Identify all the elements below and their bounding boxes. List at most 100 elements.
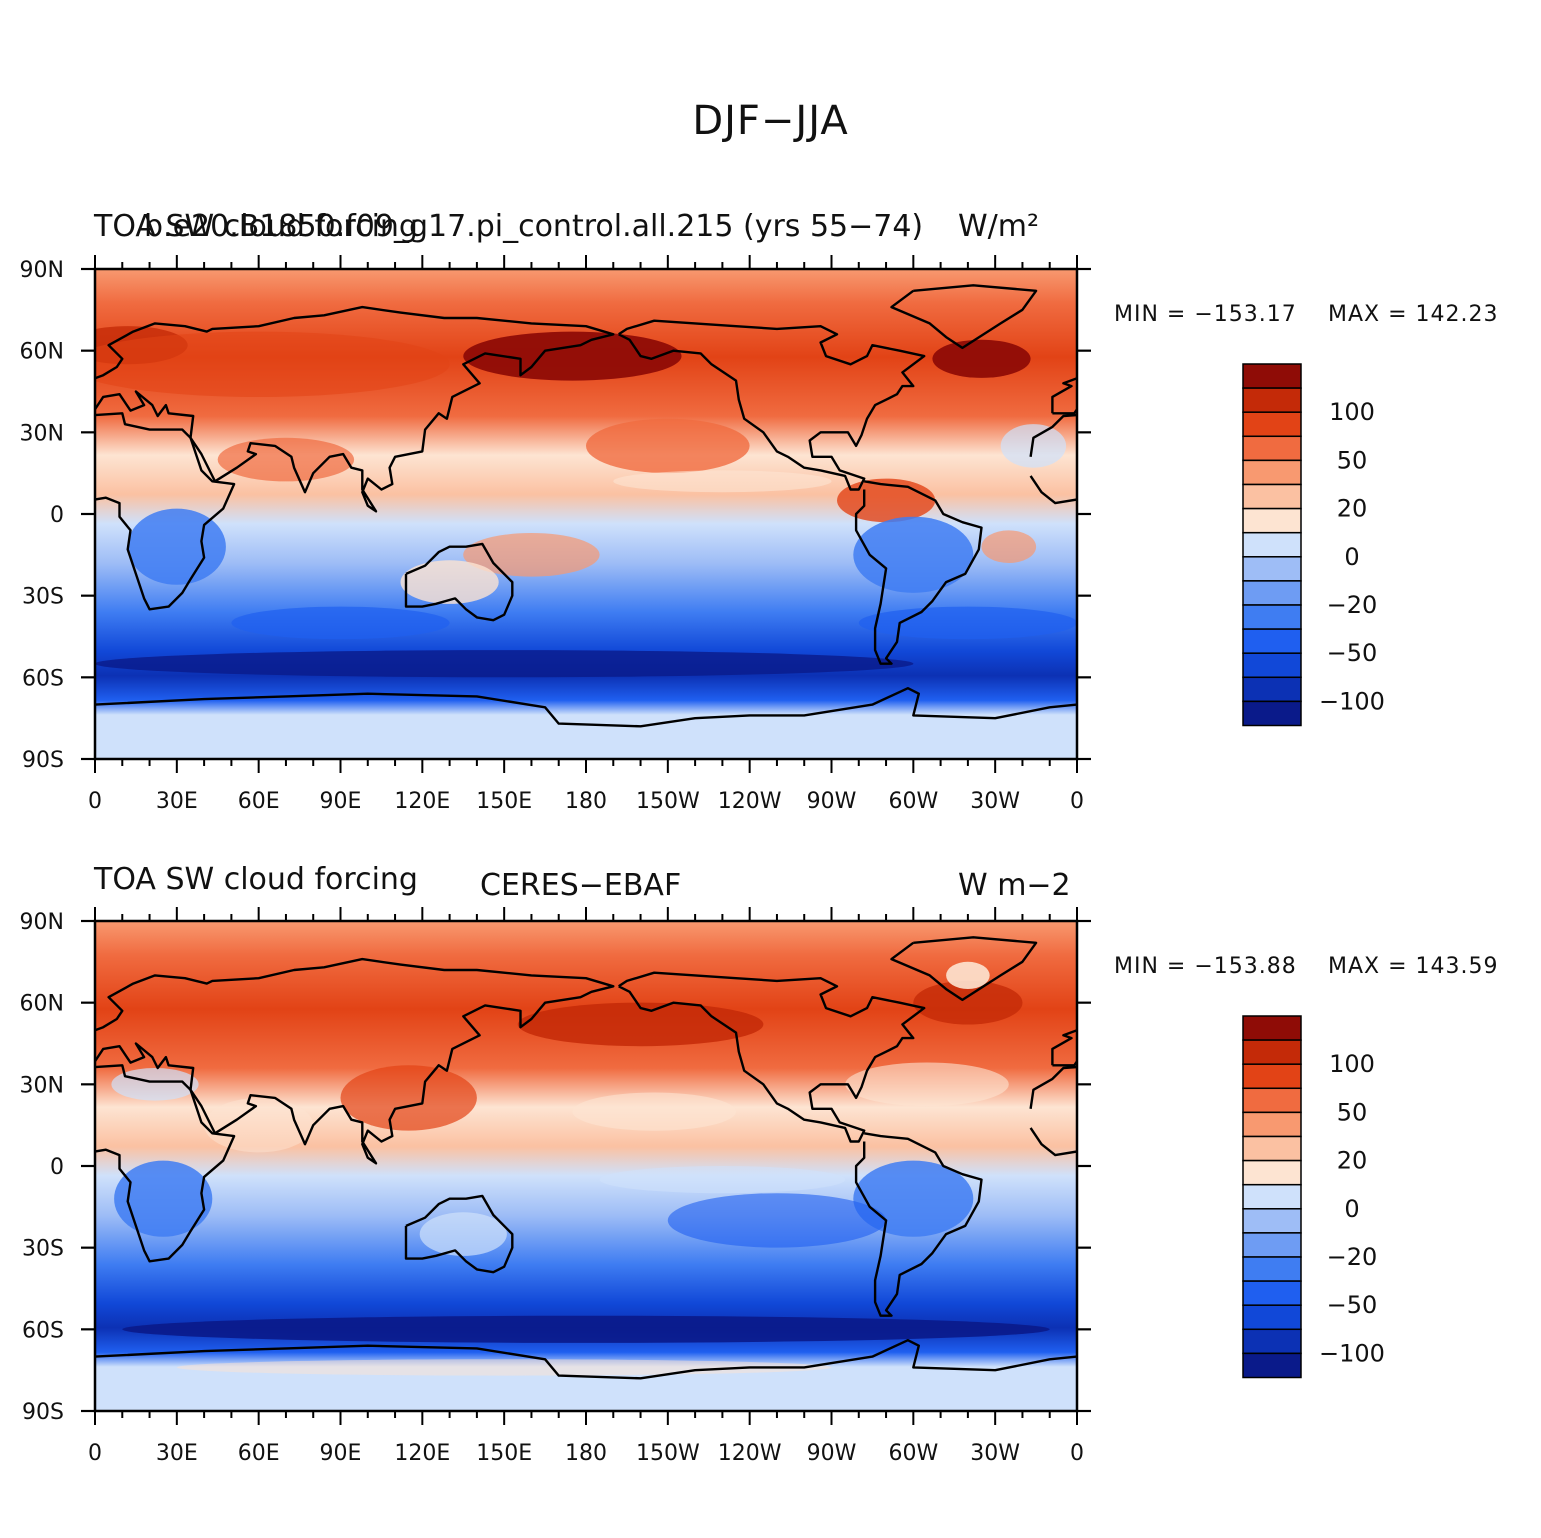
- lon-tick-label: 180: [565, 789, 607, 814]
- field-contour: [858, 606, 1077, 640]
- colorbar-box: [1242, 1256, 1302, 1282]
- colorbar-box: [1242, 676, 1302, 703]
- lat-tick-label: 60S: [22, 666, 64, 691]
- colorbar-box: [1242, 1159, 1302, 1186]
- coastline-africa: [95, 1064, 236, 1263]
- colorbar-box: [1242, 1015, 1302, 1041]
- coastline-africa: [95, 412, 236, 611]
- lon-tick-label: 120E: [394, 1441, 450, 1466]
- colorbar-box: [1242, 1304, 1302, 1331]
- lat-tick-label: 90N: [20, 258, 64, 283]
- colorbar-label: −100: [1319, 1339, 1385, 1367]
- lon-tick-label: 0: [1070, 1441, 1084, 1466]
- field-contour: [517, 1002, 764, 1047]
- coastline-antarctica: [1076, 1355, 1077, 1357]
- panel2-min-label: MIN = −153.88: [1114, 954, 1297, 979]
- lon-tick-label: 60E: [238, 789, 280, 814]
- coastline-antarctica: [95, 687, 1077, 728]
- colorbar-box: [1242, 1352, 1302, 1379]
- lon-tick-label: 90W: [807, 1441, 857, 1466]
- field-contour: [111, 1068, 199, 1101]
- map-field: [95, 269, 1494, 759]
- lon-tick-label: 30E: [156, 1441, 198, 1466]
- field-contour: [340, 1065, 477, 1131]
- lon-tick-label: 120E: [394, 789, 450, 814]
- lat-tick-label: 0: [50, 503, 64, 528]
- lat-tick-label: 0: [50, 1155, 64, 1180]
- field-contour: [204, 1098, 314, 1153]
- lat-tick-label: 30N: [20, 1073, 64, 1098]
- field-contour: [981, 530, 1037, 563]
- panel2-left-string: TOA SW cloud forcing: [94, 862, 418, 897]
- colorbar-box: [1242, 628, 1302, 654]
- colorbar-label: 20: [1337, 495, 1368, 523]
- field-contour: [114, 1160, 213, 1237]
- colorbar-label: 100: [1329, 398, 1375, 426]
- coastline-australia: [1388, 544, 1494, 620]
- field-contour: [599, 1166, 846, 1194]
- colorbar-box: [1242, 700, 1302, 727]
- colorbar-box: [1242, 1135, 1302, 1162]
- field-contour: [572, 1092, 736, 1131]
- field-contour: [231, 606, 450, 640]
- panel-model: 90N 60N 30N 0 30S 60S 90S 0 30E 60E 90E 120E 150E 180…: [20, 255, 1494, 814]
- lon-tick-label: 150E: [476, 1441, 532, 1466]
- lon-tick-label: 90E: [320, 1441, 362, 1466]
- colorbar-label: −50: [1327, 639, 1378, 667]
- lat-tick-label: 90S: [22, 1400, 64, 1425]
- colorbar-label: 50: [1337, 446, 1368, 474]
- field-contour: [946, 961, 990, 990]
- lat-tick-label: 60N: [20, 992, 64, 1017]
- field-contour: [400, 560, 499, 604]
- lon-tick-label: 90W: [807, 789, 857, 814]
- lat-tick-label: 60S: [22, 1318, 64, 1343]
- panel2-center-string: CERES−EBAF: [480, 868, 682, 903]
- colorbar-box: [1242, 1111, 1302, 1138]
- colorbar-box: [1242, 1208, 1302, 1234]
- lon-tick-label: 0: [88, 1441, 102, 1466]
- panel1-left-string: TOA SW cloud forcing: [94, 209, 418, 244]
- field-contour: [586, 418, 750, 474]
- field-contour: [845, 1062, 1009, 1107]
- coastline-greenland: [890, 936, 1038, 1002]
- map-frame: 90N 60N 30N 0 30S 60S 90S 0 30E 60E 90E 120E 150E 180…: [20, 255, 1091, 814]
- lon-tick-label: 150W: [636, 789, 700, 814]
- colorbar-label: −20: [1327, 591, 1378, 619]
- lon-tick-label: 30W: [970, 789, 1020, 814]
- coastline-antarctica: [1076, 703, 1077, 705]
- lon-tick-label: 60E: [238, 1441, 280, 1466]
- panel-observations: 90N 60N 30N 0 30S 60S 90S 0 30E 60E 90E 120E 150E 180…: [20, 907, 1494, 1466]
- colorbar-box: [1242, 1232, 1302, 1258]
- colorbar-box: [1242, 411, 1302, 438]
- field-contour: [932, 339, 1031, 378]
- colorbar: 100 50 20 0 −20 −50 −100: [1242, 363, 1385, 727]
- panel2-max-label: MAX = 143.59: [1328, 954, 1499, 979]
- colorbar-box: [1242, 507, 1302, 534]
- coastline-antarctica: [95, 1338, 1077, 1380]
- field-contour: [419, 1212, 507, 1256]
- field-contour: [913, 980, 1023, 1025]
- colorbar-label: 100: [1329, 1050, 1375, 1078]
- colorbar: 100 50 20 0 −20 −50 −100: [1242, 1015, 1385, 1379]
- colorbar-label: 0: [1344, 1195, 1359, 1223]
- field-contour: [176, 1359, 832, 1376]
- field-contour: [463, 331, 682, 381]
- lon-tick-label: 150W: [636, 1441, 700, 1466]
- field-contour: [217, 437, 355, 482]
- colorbar-box: [1242, 1087, 1302, 1114]
- coastline-samerica: [854, 480, 983, 665]
- panel2-units: W m−2: [958, 868, 1071, 903]
- coastline-australia: [1388, 1196, 1494, 1272]
- panel1-center-string: b.e20.B1850.f09_g17.pi_control.all.215 (…: [144, 209, 924, 244]
- field-contour: [122, 1315, 1050, 1343]
- colorbar-label: −20: [1327, 1243, 1378, 1271]
- field-contour: [613, 470, 832, 493]
- lat-tick-label: 90N: [20, 910, 64, 935]
- lon-tick-label: 180: [565, 1441, 607, 1466]
- panel1-max-label: MAX = 142.23: [1328, 302, 1499, 327]
- lat-tick-label: 30N: [20, 421, 64, 446]
- colorbar-box: [1242, 1039, 1302, 1065]
- colorbar-box: [1242, 483, 1302, 510]
- colorbar-box: [1242, 1280, 1302, 1306]
- colorbar-box: [1242, 363, 1302, 389]
